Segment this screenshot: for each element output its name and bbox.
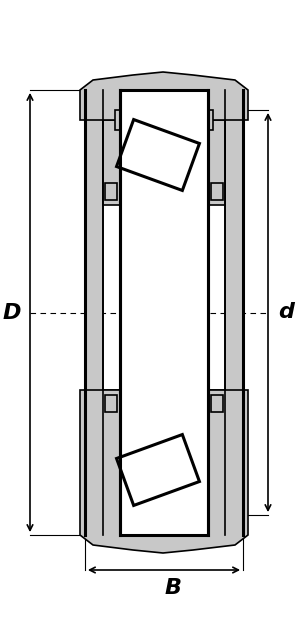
Text: B: B	[164, 578, 182, 598]
Polygon shape	[211, 395, 223, 412]
Polygon shape	[80, 390, 248, 553]
Polygon shape	[105, 395, 117, 412]
Polygon shape	[103, 390, 225, 505]
Polygon shape	[120, 410, 208, 510]
Text: d: d	[278, 302, 294, 322]
Polygon shape	[105, 183, 117, 200]
Polygon shape	[200, 110, 213, 130]
Polygon shape	[85, 90, 103, 535]
Polygon shape	[211, 183, 223, 200]
Polygon shape	[80, 72, 248, 120]
Polygon shape	[117, 434, 200, 506]
Polygon shape	[115, 110, 128, 130]
Polygon shape	[120, 115, 208, 215]
Polygon shape	[103, 120, 225, 205]
Polygon shape	[117, 119, 200, 191]
Text: D: D	[3, 303, 21, 323]
Polygon shape	[225, 90, 243, 535]
Polygon shape	[120, 90, 208, 535]
